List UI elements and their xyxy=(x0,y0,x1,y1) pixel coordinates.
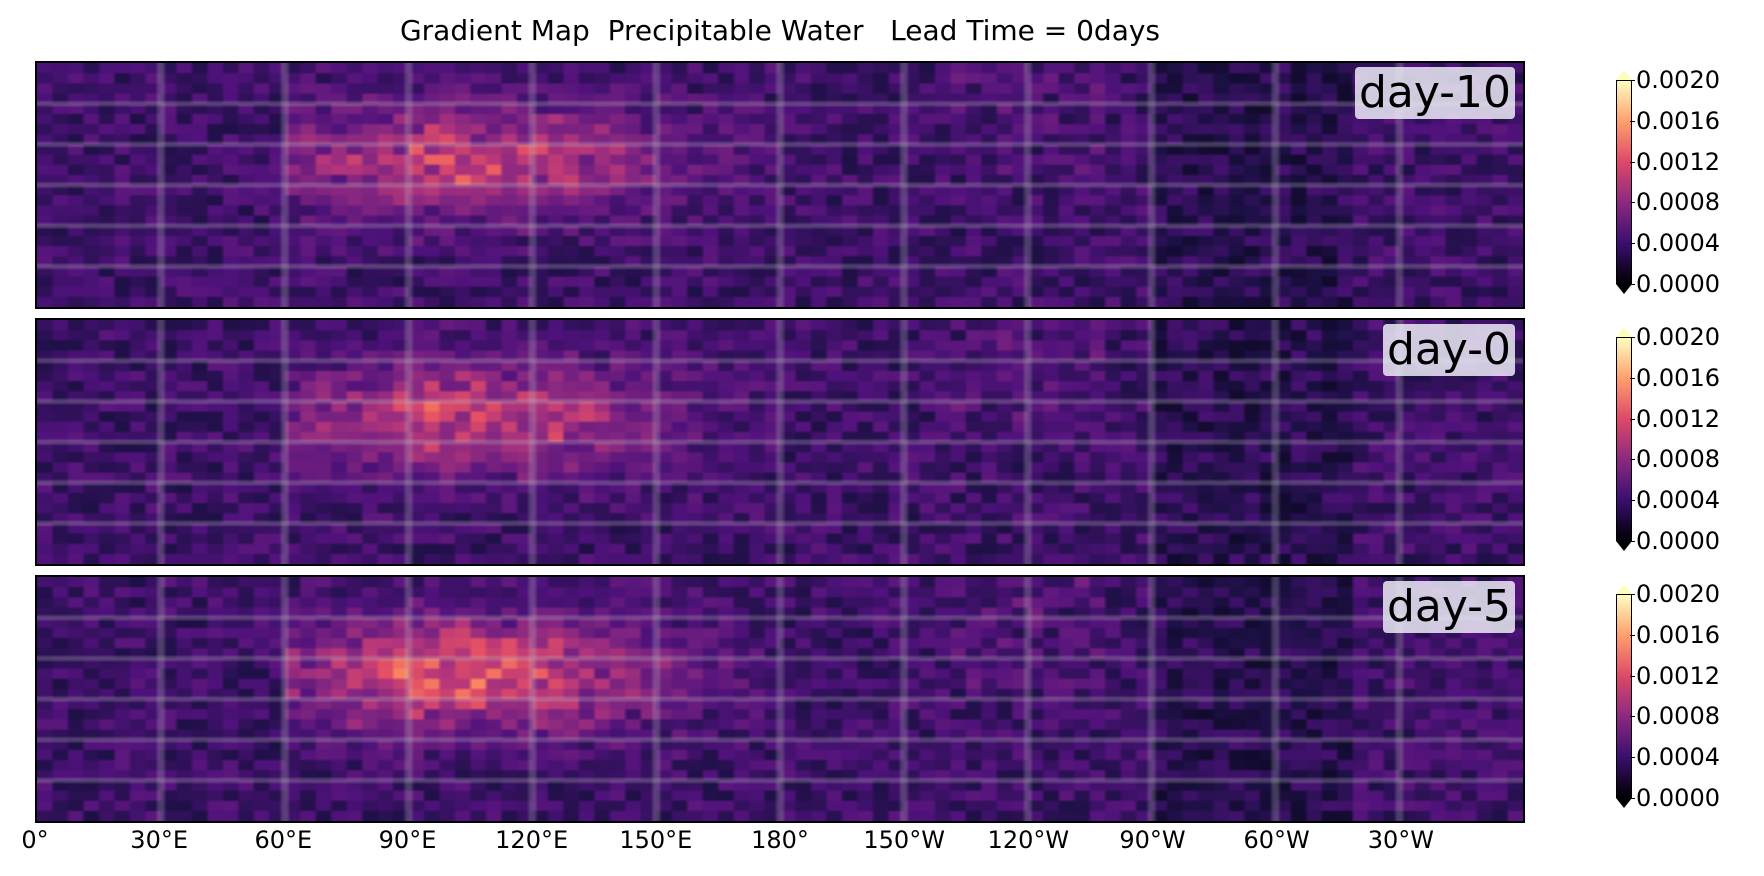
colorbar-tick-label: 0.0004 xyxy=(1630,229,1720,258)
x-tick-label: 120°W xyxy=(987,826,1070,854)
x-tick-label: 60°E xyxy=(254,826,313,854)
colorbar-gradient xyxy=(1616,594,1632,798)
colorbar-tick-label: 0.0016 xyxy=(1630,106,1720,135)
x-tick-label: 120°E xyxy=(495,826,569,854)
colorbar-gradient xyxy=(1616,80,1632,284)
x-tick-label: 90°E xyxy=(378,826,437,854)
x-tick-label: 30°W xyxy=(1367,826,1434,854)
x-tick-label: 30°E xyxy=(130,826,189,854)
x-tick-label: 0° xyxy=(21,826,49,854)
x-tick-label: 60°W xyxy=(1243,826,1310,854)
heatmap-panel-day-10: day-10 xyxy=(35,61,1525,309)
colorbar-tick-label: 0.0000 xyxy=(1630,270,1720,298)
heatmap-panel-day-5: day-5 xyxy=(35,575,1525,823)
colorbar-tick-label: 0.0000 xyxy=(1630,784,1720,812)
colorbar-tick-label: 0.0008 xyxy=(1630,445,1720,474)
heatmap-canvas xyxy=(37,320,1523,564)
x-tick-label: 180° xyxy=(751,826,809,854)
panel-label: day-0 xyxy=(1382,324,1515,376)
x-tick-label: 90°W xyxy=(1119,826,1186,854)
colorbar-tick-label: 0.0004 xyxy=(1630,743,1720,772)
colorbar-tick-label: 0.0012 xyxy=(1630,147,1720,176)
colorbar-tick-label: 0.0016 xyxy=(1630,620,1720,649)
heatmap-canvas xyxy=(37,63,1523,307)
colorbar-extend-min xyxy=(1616,541,1632,551)
colorbar-extend-max xyxy=(1616,327,1632,337)
colorbar-tick-label: 0.0000 xyxy=(1630,527,1720,555)
panel-label: day-10 xyxy=(1354,67,1515,119)
heatmap-canvas xyxy=(37,577,1523,821)
colorbar-extend-min xyxy=(1616,798,1632,808)
colorbar-tick-label: 0.0016 xyxy=(1630,363,1720,392)
colorbar-tick-label: 0.0012 xyxy=(1630,404,1720,433)
colorbar-extend-max xyxy=(1616,584,1632,594)
colorbar-tick-label: 0.0008 xyxy=(1630,702,1720,731)
colorbar-tick-label: 0.0020 xyxy=(1630,66,1720,94)
x-tick-label: 150°E xyxy=(619,826,693,854)
colorbar-extend-min xyxy=(1616,284,1632,294)
colorbar-extend-max xyxy=(1616,70,1632,80)
colorbar-tick-label: 0.0012 xyxy=(1630,661,1720,690)
panel-label: day-5 xyxy=(1382,581,1515,633)
colorbar-gradient xyxy=(1616,337,1632,541)
colorbar-tick-label: 0.0020 xyxy=(1630,323,1720,351)
x-tick-label: 150°W xyxy=(863,826,945,854)
colorbar-tick-label: 0.0020 xyxy=(1630,580,1720,608)
heatmap-panel-day-0: day-0 xyxy=(35,318,1525,566)
chart-title: Gradient Map Precipitable Water Lead Tim… xyxy=(399,14,1161,47)
colorbar-tick-label: 0.0008 xyxy=(1630,188,1720,217)
colorbar-tick-label: 0.0004 xyxy=(1630,486,1720,515)
